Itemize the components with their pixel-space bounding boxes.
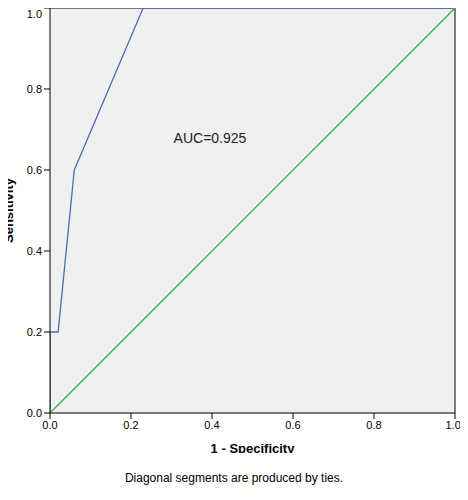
svg-text:0.6: 0.6 xyxy=(27,164,42,176)
svg-text:0.8: 0.8 xyxy=(366,419,381,431)
svg-text:AUC=0.925: AUC=0.925 xyxy=(174,130,247,146)
svg-text:0.0: 0.0 xyxy=(42,419,57,431)
svg-text:1.0: 1.0 xyxy=(27,8,42,20)
svg-text:1.0: 1.0 xyxy=(445,419,460,431)
svg-text:0.2: 0.2 xyxy=(123,419,138,431)
html-text:Diagonal segments are produced: Diagonal segments are produced by ties. xyxy=(124,471,344,485)
svg-text:0.4: 0.4 xyxy=(27,245,42,257)
svg-text:0.0: 0.0 xyxy=(27,407,42,419)
svg-text:Sensitivity: Sensitivity xyxy=(8,177,16,243)
svg-text:0.4: 0.4 xyxy=(204,419,219,431)
svg-text:0.8: 0.8 xyxy=(27,83,42,95)
svg-text:1 - Specificity: 1 - Specificity xyxy=(211,441,296,453)
svg-text:0.2: 0.2 xyxy=(27,326,42,338)
svg-text:0.6: 0.6 xyxy=(285,419,300,431)
